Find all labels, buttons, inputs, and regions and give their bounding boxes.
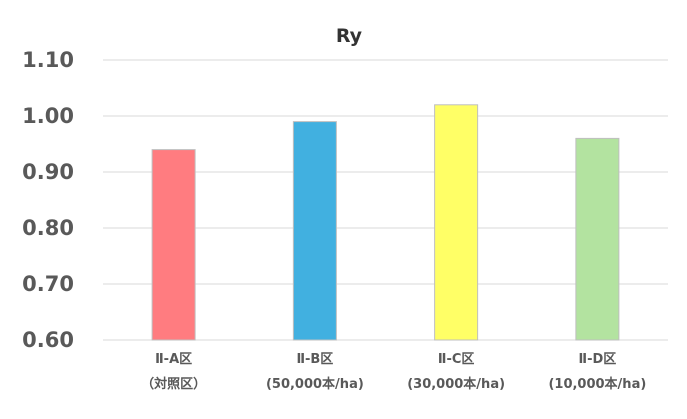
x-tick-label: Ⅱ-C区 (438, 352, 475, 367)
y-tick-label: 1.00 (22, 104, 74, 128)
x-tick-label: Ⅱ-A区 (155, 352, 192, 367)
bar (434, 104, 479, 341)
bars (151, 104, 620, 341)
x-tick-sublabel: （対照区） (141, 376, 206, 392)
bar (292, 121, 337, 341)
x-axis-tick-labels: Ⅱ-A区 （対照区） Ⅱ-B区 (50,000本/ha) Ⅱ-C区 (30,000本/ha… (141, 352, 646, 392)
chart-title: Ry (336, 25, 363, 47)
y-tick-label: 0.80 (22, 216, 74, 240)
x-tick-sublabel: (10,000本/ha) (548, 376, 646, 392)
x-tick-sublabel: (50,000本/ha) (266, 376, 364, 392)
y-tick-label: 0.90 (22, 160, 74, 184)
bar (575, 137, 620, 341)
y-tick-label: 0.60 (22, 328, 74, 352)
y-tick-label: 1.10 (22, 48, 74, 72)
x-tick-label: Ⅱ-D区 (579, 352, 617, 367)
bar (151, 149, 196, 341)
x-tick-sublabel: (30,000本/ha) (407, 376, 505, 392)
y-axis-tick-labels: 0.60 0.70 0.80 0.90 1.00 1.10 (22, 48, 74, 352)
x-tick-label: Ⅱ-B区 (296, 352, 333, 367)
gridlines (103, 59, 668, 341)
y-tick-label: 0.70 (22, 272, 74, 296)
